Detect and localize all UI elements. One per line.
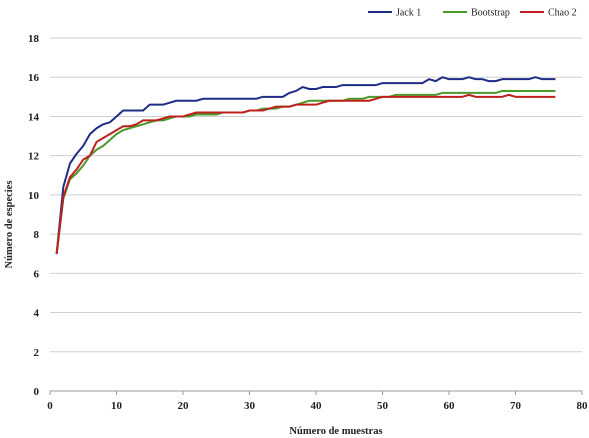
y-tick-label: 10 xyxy=(28,190,40,202)
x-axis-title: Número de muestras xyxy=(289,426,382,437)
series-line-jack-1 xyxy=(55,76,556,254)
x-tick-label: 20 xyxy=(178,400,190,412)
y-tick-label: 8 xyxy=(34,229,40,241)
x-tick-label: 30 xyxy=(244,400,256,412)
y-tick-label: 4 xyxy=(34,308,40,320)
y-tick-label: 12 xyxy=(28,151,40,163)
x-tick-label: 70 xyxy=(510,400,522,412)
x-tick-label: 0 xyxy=(47,400,53,412)
y-tick-label: 6 xyxy=(34,268,40,280)
x-tick-label: 60 xyxy=(444,400,456,412)
x-tick-label: 50 xyxy=(377,400,389,412)
y-tick-label: 0 xyxy=(34,386,40,398)
axes xyxy=(49,390,583,395)
x-tick-label: 10 xyxy=(111,400,123,412)
x-tick-label: 80 xyxy=(577,400,589,412)
series-lines xyxy=(55,76,556,254)
y-tick-label: 14 xyxy=(28,111,40,123)
grid-lines xyxy=(50,37,582,353)
y-tick-label: 16 xyxy=(28,72,40,84)
y-axis-title: Número de especies xyxy=(4,181,15,269)
series-line-chao-2 xyxy=(55,93,556,254)
legend-label: Chao 2 xyxy=(548,8,577,19)
legend-label: Bootstrap xyxy=(471,8,510,19)
legend-label: Jack 1 xyxy=(396,8,421,19)
x-tick-label: 40 xyxy=(311,400,323,412)
legend: Jack 1 Bootstrap Chao 2 xyxy=(368,8,577,19)
series-line-bootstrap xyxy=(55,89,556,254)
y-tick-label: 2 xyxy=(34,347,40,359)
y-tick-label: 18 xyxy=(28,33,40,45)
tick-labels: 0 2 4 6 8 10 12 14 16 18 0 10 20 30 40 50 60 70 80 xyxy=(28,33,588,412)
